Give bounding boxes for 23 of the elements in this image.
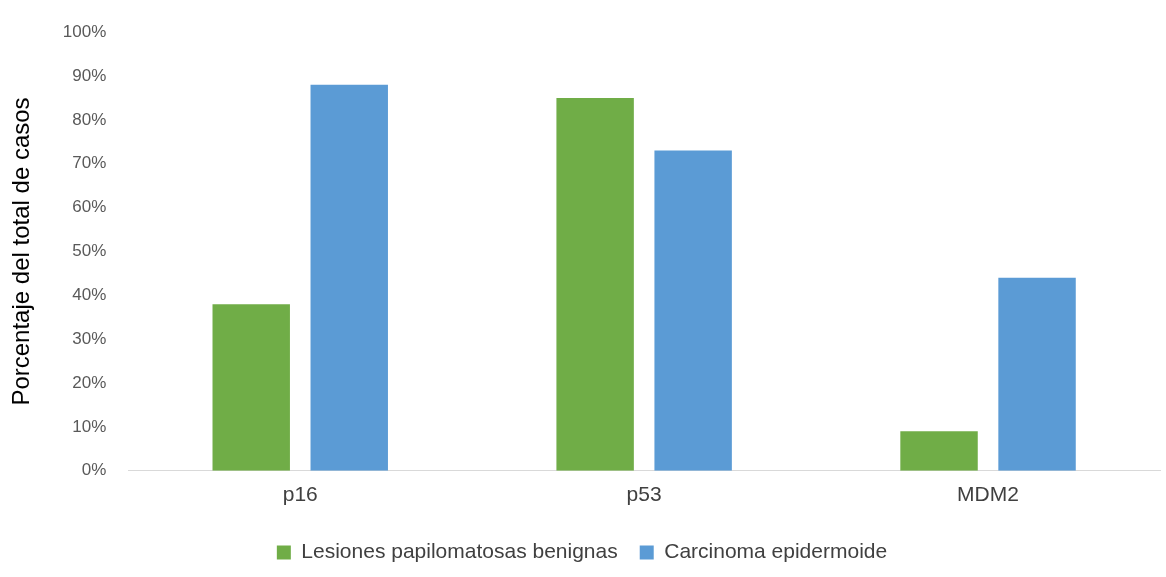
legend-label: Carcinoma epidermoide (664, 539, 888, 563)
bar (998, 277, 1076, 471)
x-tick-label: p53 (626, 482, 662, 506)
y-tick-label: 100% (62, 21, 107, 41)
x-tick-label: MDM2 (957, 482, 1019, 506)
y-tick-label: 30% (72, 328, 107, 348)
y-tick-label: 0% (81, 460, 107, 480)
y-tick-label: 80% (72, 109, 107, 129)
y-tick-label: 10% (72, 416, 107, 436)
y-tick-label: 20% (72, 372, 107, 392)
bar (310, 84, 388, 471)
bar (556, 97, 634, 471)
bar (654, 150, 732, 471)
y-tick-label: 90% (72, 65, 107, 85)
y-tick-label: 40% (72, 285, 107, 305)
y-tick-label: 60% (72, 197, 107, 217)
legend-label: Lesiones papilomatosas benignas (301, 539, 618, 563)
y-tick-label: 50% (72, 241, 107, 261)
x-tick-label: p16 (282, 482, 318, 506)
y-tick-label: 70% (72, 153, 107, 173)
bar (900, 431, 978, 471)
y-axis-title: Porcentaje del total de casos (7, 97, 35, 406)
bar (212, 304, 290, 471)
